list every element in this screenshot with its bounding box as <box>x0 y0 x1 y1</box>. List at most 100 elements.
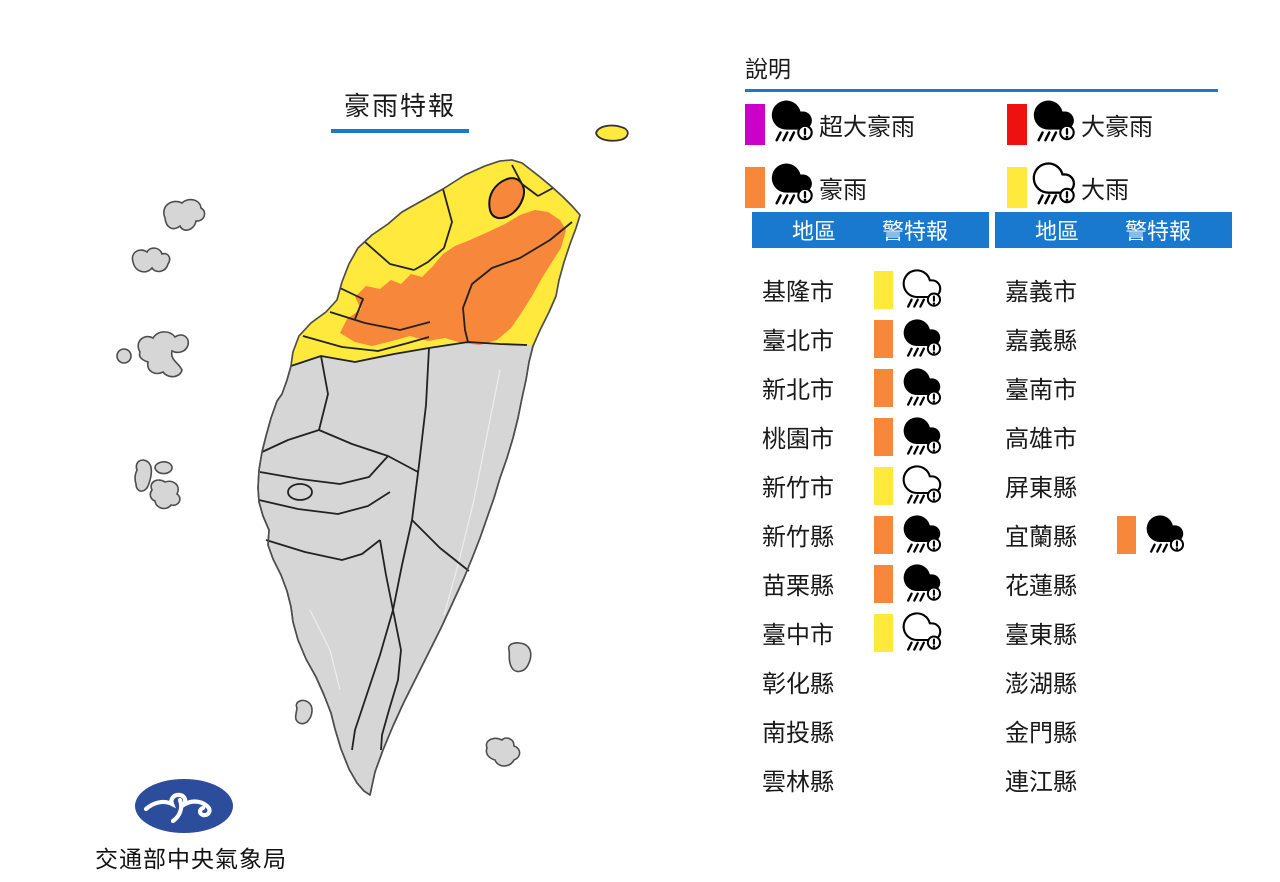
legend-item-heavy-rain: 大雨 <box>1007 162 1218 211</box>
legend-grid: 超大豪雨 大豪雨 豪雨 <box>745 98 1218 211</box>
rain-cloud-filled-icon <box>903 416 942 455</box>
township-borders <box>309 369 501 691</box>
region-label: 苗栗縣 <box>762 573 834 600</box>
region-label: 澎湖縣 <box>1005 671 1077 698</box>
cwb-logo-icon <box>135 779 233 833</box>
page-title: 豪雨特報 <box>331 86 469 133</box>
legend-label: 大雨 <box>1081 177 1129 204</box>
legend-label: 超大豪雨 <box>819 114 915 141</box>
table-row: 新北市 <box>752 363 989 412</box>
header-warning: 警特報 <box>882 219 949 244</box>
region-label: 雲林縣 <box>762 769 834 796</box>
warning-cell <box>874 514 944 556</box>
cwb-logo <box>134 778 234 841</box>
table-row: 高雄市 <box>995 412 1232 461</box>
rain-cloud-outline-icon <box>902 464 942 504</box>
region-label: 臺東縣 <box>1005 622 1077 649</box>
legend-color-swatch <box>745 167 765 208</box>
rain-cloud-filled-icon <box>903 514 942 553</box>
rain-cloud-filled-icon <box>1146 514 1185 553</box>
region-label: 新竹縣 <box>762 524 834 551</box>
warning-cell <box>1117 514 1187 556</box>
legend-heading: 說明 <box>745 56 791 82</box>
legend-label: 豪雨 <box>819 177 867 204</box>
region-label: 新竹市 <box>762 475 834 502</box>
map-taipei-orange-region <box>488 177 525 220</box>
region-label: 高雄市 <box>1005 426 1077 453</box>
table-row: 花蓮縣 <box>995 559 1232 608</box>
liuqiu-island <box>294 699 313 725</box>
table-row: 新竹市 <box>752 461 989 510</box>
warning-cell <box>874 318 944 360</box>
table-row: 臺北市 <box>752 314 989 363</box>
table-row: 桃園市 <box>752 412 989 461</box>
table-row: 彰化縣 <box>752 657 989 706</box>
warning-color-swatch <box>874 270 893 309</box>
legend-icon-slot <box>770 98 816 151</box>
green-island <box>507 642 532 673</box>
table-row: 臺東縣 <box>995 608 1232 657</box>
coastline <box>257 159 581 796</box>
warning-cell <box>874 367 944 409</box>
table-row: 臺中市 <box>752 608 989 657</box>
table-row: 嘉義市 <box>995 265 1232 314</box>
table-row: 雲林縣 <box>752 755 989 804</box>
taiwan-warning-map <box>116 124 629 796</box>
region-label: 宜蘭縣 <box>1005 524 1077 551</box>
county-borders <box>258 164 573 751</box>
penghu-main-island <box>137 331 190 378</box>
table-row: 基隆市 <box>752 265 989 314</box>
penghu-islet <box>116 348 132 364</box>
warning-table-west: 地區 警特報 基隆市 臺北市 新北市 桃 <box>752 212 989 804</box>
matsu-island-north <box>163 198 206 231</box>
warning-cell <box>874 611 944 654</box>
region-label: 南投縣 <box>762 720 834 747</box>
legend-item-extremely-heavy-rain: 豪雨 <box>745 163 1007 211</box>
region-label: 新北市 <box>762 377 834 404</box>
table-row: 臺南市 <box>995 363 1232 412</box>
warning-cell <box>874 268 944 311</box>
region-label: 嘉義縣 <box>1005 328 1077 355</box>
warning-color-swatch <box>874 368 893 407</box>
table-row: 金門縣 <box>995 706 1232 755</box>
rain-cloud-outline-icon <box>902 268 942 308</box>
warning-color-swatch <box>874 417 893 456</box>
region-label: 臺北市 <box>762 328 834 355</box>
table-row: 連江縣 <box>995 755 1232 804</box>
rain-cloud-filled-icon <box>903 318 942 357</box>
rain-cloud-outline-icon <box>902 611 942 651</box>
warning-color-swatch <box>1117 515 1136 554</box>
region-label: 臺中市 <box>762 622 834 649</box>
table-row: 澎湖縣 <box>995 657 1232 706</box>
rain-cloud-filled-icon <box>1033 100 1075 142</box>
table-row: 宜蘭縣 <box>995 510 1232 559</box>
kinmen-islet-west <box>134 459 153 492</box>
region-label: 桃園市 <box>762 426 834 453</box>
region-label: 屏東縣 <box>1005 475 1077 502</box>
legend-item-extremely-torrential-rain: 超大豪雨 <box>745 98 1007 151</box>
table-header: 地區 警特報 <box>995 212 1232 248</box>
legend-divider <box>745 89 1218 92</box>
map-heavy-rain-region <box>340 210 566 346</box>
table-row: 新竹縣 <box>752 510 989 559</box>
legend-item-torrential-rain: 大豪雨 <box>1007 100 1218 148</box>
table-row: 屏東縣 <box>995 461 1232 510</box>
header-region: 地區 <box>1035 219 1080 244</box>
region-label: 基隆市 <box>762 279 834 306</box>
region-label: 臺南市 <box>1005 377 1077 404</box>
kinmen-islet-north <box>154 461 173 475</box>
region-label: 花蓮縣 <box>1005 573 1077 600</box>
region-label: 金門縣 <box>1005 720 1077 747</box>
warning-cell <box>874 416 944 458</box>
rain-cloud-filled-icon <box>903 367 942 406</box>
warning-color-swatch <box>874 319 893 358</box>
header-warning: 警特報 <box>1125 219 1192 244</box>
pengjia-islet <box>595 124 629 142</box>
rain-cloud-outline-icon <box>1032 162 1076 205</box>
warning-table-east: 地區 警特報 嘉義市嘉義縣臺南市高雄市屏東縣宜蘭縣 花蓮縣臺東縣澎湖縣金門縣連江… <box>995 212 1232 804</box>
region-label: 連江縣 <box>1005 769 1077 796</box>
agency-name: 交通部中央氣象局 <box>95 846 287 872</box>
region-label: 嘉義市 <box>1005 279 1077 306</box>
warning-color-swatch <box>874 564 893 603</box>
rain-cloud-filled-icon <box>771 163 813 205</box>
